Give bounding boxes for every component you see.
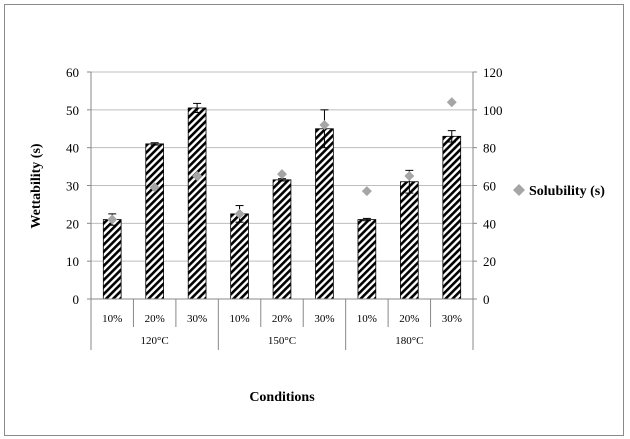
bar: [272, 179, 292, 300]
bar: [102, 219, 122, 300]
solubility-point: [446, 97, 457, 108]
legend: Solubility (s): [513, 184, 605, 199]
y-tick-label: 10: [66, 254, 79, 269]
x-group-label: 180°C: [395, 335, 423, 347]
solubility-point: [107, 214, 118, 225]
y2-tick-label: 80: [483, 141, 496, 156]
y2-tick-label: 120: [483, 65, 503, 80]
solubility-points: [107, 97, 457, 225]
legend-diamond-marker: [513, 184, 525, 196]
x-tick-label: 20%: [272, 313, 292, 325]
y-tick-label: 20: [66, 216, 79, 231]
y2-tick-label: 20: [483, 254, 496, 269]
solubility-point: [234, 208, 245, 219]
x-tick-label: 20%: [145, 313, 165, 325]
solubility-point: [192, 171, 203, 182]
legend-label: Solubility (s): [529, 184, 605, 199]
bars: [102, 107, 462, 300]
y-axis-title: Wettability (s): [29, 143, 44, 228]
y-tick-label: 50: [66, 103, 79, 118]
x-tick-label: 20%: [399, 313, 419, 325]
bar: [315, 128, 334, 300]
y2-tick-label: 60: [483, 179, 496, 194]
bar: [442, 135, 462, 300]
y2-tick-label: 100: [483, 103, 503, 118]
bar: [145, 143, 164, 300]
x-tick-label: 10%: [229, 313, 249, 325]
x-tick-label: 30%: [187, 313, 207, 325]
x-tick-label: 10%: [102, 313, 122, 325]
y-tick-label: 0: [73, 292, 80, 307]
solubility-point: [277, 169, 287, 180]
y-tick-label: 60: [66, 65, 79, 80]
y-tick-label: 30: [66, 179, 79, 194]
axes: 0 10 20 30 40 50 60 0 20 40 60 80 100 120 10% 20% 30% 10%…: [66, 65, 503, 350]
solubility-point: [149, 182, 160, 193]
solubility-point: [319, 119, 330, 130]
y2-tick-label: 40: [483, 216, 496, 231]
x-tick-label: 30%: [314, 313, 334, 325]
bar: [400, 181, 419, 300]
bar: [357, 219, 377, 300]
bar: [230, 213, 249, 300]
x-axis-title: Conditions: [249, 390, 315, 405]
x-tick-label: 10%: [357, 313, 377, 325]
y2-tick-label: 0: [483, 292, 490, 307]
solubility-point: [361, 186, 372, 197]
x-group-label: 120°C: [141, 335, 169, 347]
x-group-label: 150°C: [268, 335, 296, 347]
solubility-point: [404, 171, 415, 182]
x-tick-label: 30%: [442, 313, 462, 325]
bar: [187, 107, 207, 300]
y-tick-label: 40: [66, 141, 79, 156]
